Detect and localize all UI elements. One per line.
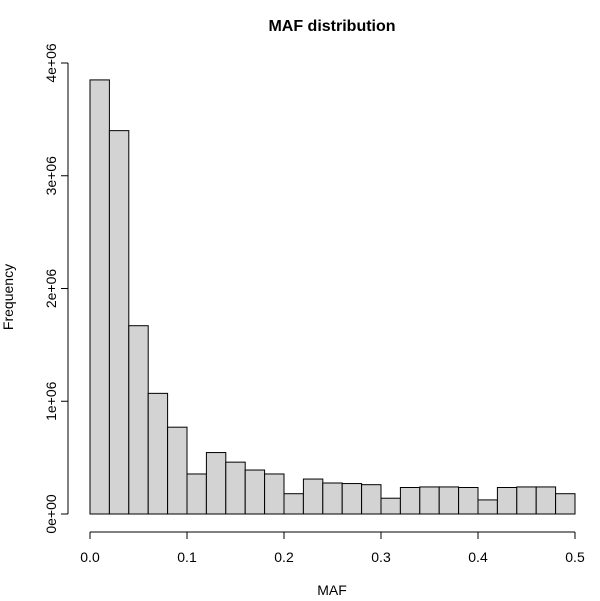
histogram-bar <box>438 486 460 515</box>
histogram-bar <box>89 79 110 515</box>
x-tick-label: 0.5 <box>565 549 585 565</box>
x-axis-label: MAF <box>317 582 347 598</box>
histogram-bar <box>264 473 285 515</box>
histogram-bar <box>186 473 207 515</box>
histogram-bar <box>458 487 479 515</box>
x-tick-label: 0.1 <box>177 549 197 565</box>
histogram-bar <box>147 392 169 515</box>
histogram-bar <box>555 493 576 515</box>
histogram-bar <box>322 482 343 515</box>
histogram-bar <box>535 486 557 515</box>
y-tick-label: 3e+06 <box>43 156 59 196</box>
histogram-bar <box>477 499 498 515</box>
chart-title: MAF distribution <box>268 18 395 35</box>
y-tick-label: 2e+06 <box>43 269 59 309</box>
histogram-bar <box>399 487 421 515</box>
histogram-bar <box>516 486 537 515</box>
histogram-bar <box>302 478 324 515</box>
histogram-bar <box>496 487 518 515</box>
x-tick-label: 0.2 <box>274 549 294 565</box>
histogram-bar <box>283 493 304 515</box>
histogram-bar <box>205 452 227 515</box>
y-tick-label: 1e+06 <box>43 381 59 421</box>
x-tick-label: 0.4 <box>468 549 488 565</box>
y-tick-label: 0e+00 <box>43 494 59 534</box>
y-axis-label: Frequency <box>0 264 16 330</box>
histogram-bar <box>225 461 246 515</box>
histogram-bar <box>341 483 363 515</box>
histogram-bar <box>244 469 266 515</box>
x-tick-label: 0.3 <box>371 549 391 565</box>
y-axis: 0e+00 1e+06 2e+06 3e+06 4e+06 <box>43 43 69 534</box>
histogram-bar <box>419 486 440 515</box>
histogram-bar <box>167 426 188 515</box>
histogram-bar <box>380 497 401 515</box>
histogram-bar <box>128 325 149 515</box>
y-tick-label: 4e+06 <box>43 43 59 83</box>
x-axis: 0.0 0.1 0.2 0.3 0.4 0.5 <box>80 531 585 565</box>
bars-group <box>89 79 576 515</box>
histogram-bar <box>108 130 130 515</box>
histogram-bar <box>361 484 382 515</box>
x-tick-label: 0.0 <box>80 549 100 565</box>
